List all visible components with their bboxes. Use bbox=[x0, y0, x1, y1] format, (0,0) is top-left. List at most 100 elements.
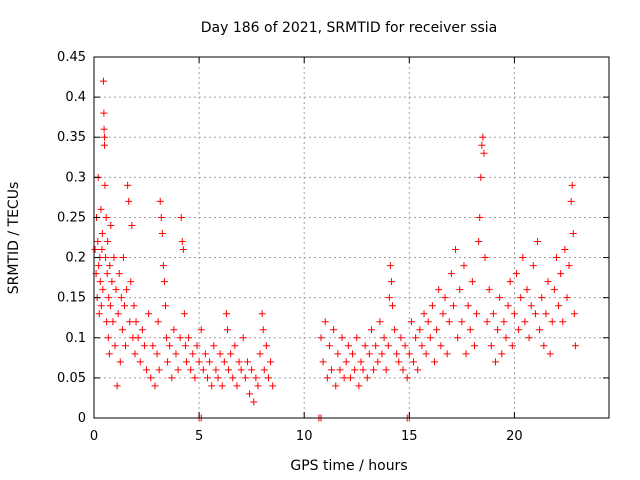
data-point bbox=[405, 350, 413, 358]
data-point bbox=[220, 358, 228, 366]
data-point bbox=[147, 374, 155, 382]
data-point bbox=[136, 358, 144, 366]
data-point bbox=[260, 366, 268, 374]
data-point bbox=[323, 374, 331, 382]
tick-labels: 0 0.05 0.1 0.15 0.2 0.25 0.3 0.35 0.4 0.45 0 5 10 15 2… bbox=[57, 50, 523, 444]
data-point bbox=[258, 310, 266, 318]
data-point bbox=[199, 366, 207, 374]
data-point bbox=[131, 350, 139, 358]
data-point bbox=[525, 334, 533, 342]
data-point bbox=[225, 366, 233, 374]
y-axis-label: SRMTID / TECUs bbox=[6, 182, 22, 295]
data-point bbox=[460, 262, 468, 270]
data-point bbox=[445, 318, 453, 326]
y-tick-label: 0.1 bbox=[65, 331, 86, 346]
y-tick-label: 0.25 bbox=[57, 210, 86, 225]
data-point bbox=[250, 398, 258, 406]
data-point bbox=[269, 382, 277, 390]
data-point bbox=[166, 342, 174, 350]
data-point bbox=[485, 286, 493, 294]
data-point bbox=[174, 366, 182, 374]
data-point bbox=[222, 310, 230, 318]
data-point bbox=[359, 366, 367, 374]
data-point bbox=[100, 125, 108, 133]
data-point bbox=[191, 374, 199, 382]
data-point bbox=[105, 350, 113, 358]
data-point bbox=[365, 350, 373, 358]
data-point bbox=[470, 342, 478, 350]
data-point bbox=[156, 197, 164, 205]
data-point bbox=[172, 350, 180, 358]
data-point bbox=[180, 310, 188, 318]
data-point bbox=[328, 366, 336, 374]
data-point bbox=[100, 109, 108, 117]
data-point bbox=[227, 350, 235, 358]
y-tick-label: 0.45 bbox=[57, 50, 86, 65]
x-tick-label: 15 bbox=[401, 429, 418, 444]
data-point bbox=[527, 302, 535, 310]
data-point bbox=[412, 334, 420, 342]
data-point bbox=[534, 238, 542, 246]
data-point bbox=[254, 382, 262, 390]
data-point bbox=[108, 278, 116, 286]
data-point bbox=[506, 278, 514, 286]
data-point bbox=[170, 326, 178, 334]
data-point bbox=[149, 342, 157, 350]
y-tick-label: 0.35 bbox=[57, 130, 86, 145]
data-point bbox=[332, 382, 340, 390]
data-point bbox=[127, 278, 135, 286]
data-point bbox=[479, 133, 487, 141]
data-point bbox=[338, 334, 346, 342]
y-tick-label: 0 bbox=[78, 411, 86, 426]
data-point bbox=[101, 133, 109, 141]
data-point bbox=[109, 318, 117, 326]
data-point bbox=[550, 286, 558, 294]
data-point bbox=[193, 342, 201, 350]
data-point bbox=[498, 350, 506, 358]
data-point bbox=[536, 326, 544, 334]
data-point bbox=[248, 366, 256, 374]
data-point bbox=[374, 358, 382, 366]
data-point bbox=[393, 350, 401, 358]
data-point bbox=[441, 294, 449, 302]
data-point bbox=[363, 374, 371, 382]
data-point bbox=[504, 302, 512, 310]
data-point bbox=[197, 326, 205, 334]
data-point bbox=[428, 302, 436, 310]
data-point bbox=[95, 310, 103, 318]
data-point bbox=[195, 358, 203, 366]
data-point bbox=[454, 334, 462, 342]
data-point bbox=[110, 254, 118, 262]
data-point bbox=[159, 262, 167, 270]
data-point bbox=[513, 270, 521, 278]
data-point bbox=[262, 342, 270, 350]
data-point bbox=[521, 318, 529, 326]
data-point bbox=[134, 334, 142, 342]
data-point bbox=[229, 374, 237, 382]
data-point bbox=[346, 374, 354, 382]
data-point bbox=[452, 246, 460, 254]
data-point bbox=[111, 342, 119, 350]
data-point bbox=[123, 286, 131, 294]
data-point bbox=[565, 262, 573, 270]
data-point bbox=[187, 366, 195, 374]
data-point bbox=[483, 318, 491, 326]
data-point bbox=[106, 302, 114, 310]
data-point bbox=[104, 334, 112, 342]
data-point bbox=[494, 326, 502, 334]
data-point bbox=[480, 149, 488, 157]
data-point bbox=[102, 254, 110, 262]
data-point bbox=[447, 270, 455, 278]
data-point bbox=[401, 342, 409, 350]
data-point bbox=[523, 286, 531, 294]
data-point bbox=[355, 382, 363, 390]
data-point bbox=[239, 334, 247, 342]
data-point bbox=[426, 334, 434, 342]
data-point bbox=[517, 294, 525, 302]
data-point bbox=[387, 278, 395, 286]
data-point bbox=[496, 294, 504, 302]
data-point bbox=[153, 350, 161, 358]
data-point bbox=[385, 294, 393, 302]
data-point bbox=[466, 326, 474, 334]
data-point bbox=[388, 302, 396, 310]
